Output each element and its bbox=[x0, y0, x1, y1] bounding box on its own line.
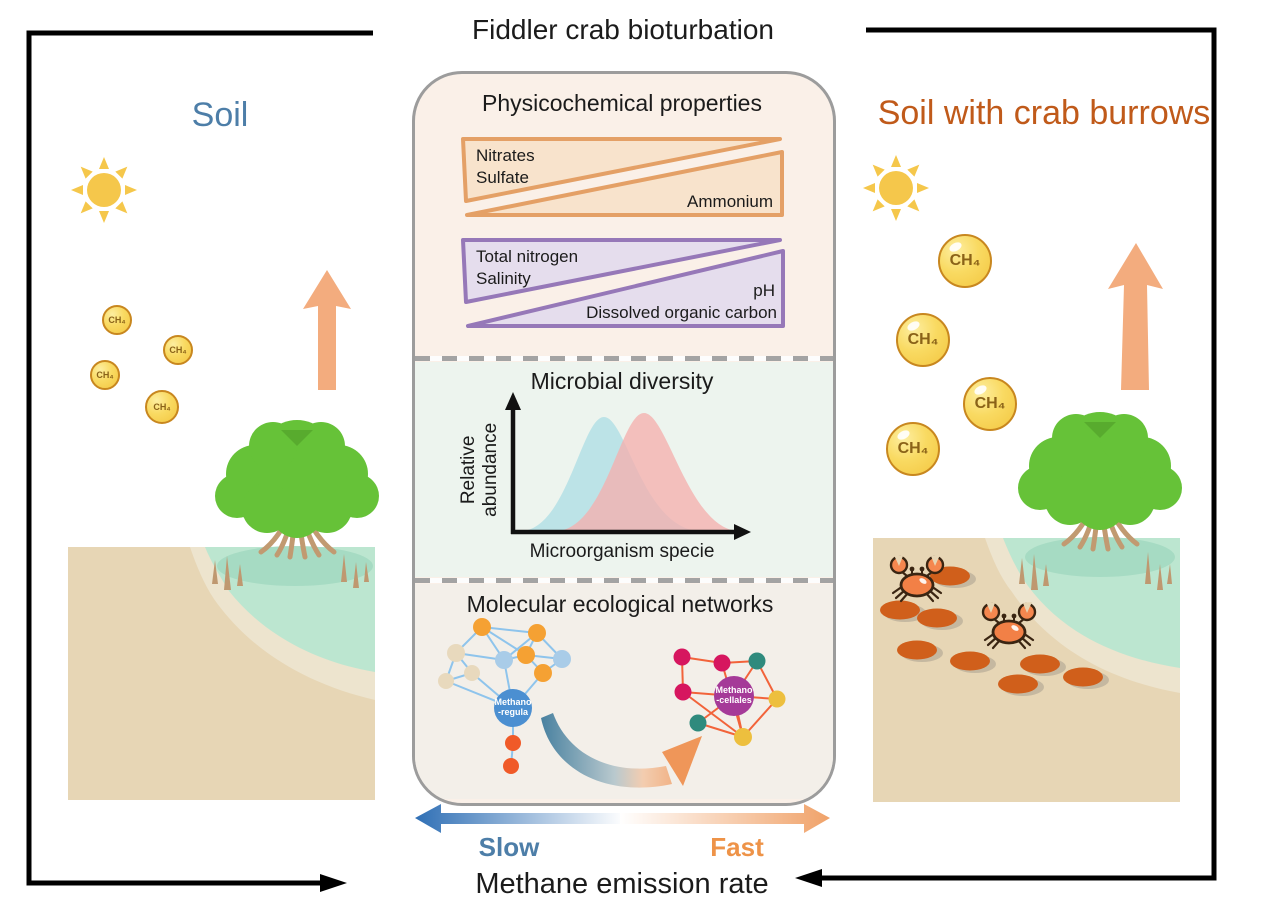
right-hub-line2: -cellales bbox=[716, 694, 752, 705]
fast-label: Fast bbox=[710, 832, 764, 862]
slow-arrow bbox=[415, 804, 624, 833]
ch4-bubble: CH₄ bbox=[145, 390, 179, 424]
ylabel-line2: abundance bbox=[480, 422, 501, 517]
emission-arrow-small bbox=[303, 270, 351, 390]
ylabel-line1: Relative bbox=[458, 435, 480, 505]
right-frame bbox=[795, 27, 1217, 887]
left-hub-line1: Methano bbox=[494, 697, 532, 707]
nitrates-label: Nitrates bbox=[476, 146, 535, 165]
sun-icon bbox=[71, 157, 137, 223]
water-shadow bbox=[217, 546, 373, 586]
purple-increasing-triangle bbox=[466, 249, 785, 328]
sun-icon bbox=[863, 155, 929, 221]
left-frame bbox=[26, 30, 373, 892]
soil-block-left bbox=[68, 546, 375, 800]
figure-title: Fiddler crab bioturbation bbox=[472, 14, 774, 45]
ch4-bubble: CH₄ bbox=[886, 422, 940, 476]
orange-decreasing-triangle bbox=[461, 137, 782, 203]
methane-emission-rate-label: Methane emission rate bbox=[475, 868, 769, 900]
ch4-bubble: CH₄ bbox=[90, 360, 120, 390]
emission-arrow-large bbox=[1108, 243, 1163, 390]
right-network-nodes bbox=[673, 648, 786, 746]
right-panel-title: Soil with crab burrows bbox=[877, 94, 1211, 132]
left-panel-title: Soil bbox=[191, 96, 249, 134]
ch4-bubble: CH₄ bbox=[163, 335, 193, 365]
rate-gradient-arrow bbox=[415, 804, 830, 833]
swoosh-arrowhead-icon bbox=[662, 736, 702, 786]
physicochemical-title: Physicochemical properties bbox=[482, 90, 762, 116]
pneumatophores-left bbox=[212, 554, 369, 590]
dissolved-organic-carbon-label: Dissolved organic carbon bbox=[586, 303, 777, 322]
dashed-separator bbox=[415, 578, 833, 583]
right-hub-line1: Methano bbox=[715, 685, 753, 695]
mangrove-tree-icon bbox=[1018, 412, 1182, 549]
orange-increasing-triangle bbox=[465, 150, 784, 217]
y-axis-arrowhead bbox=[505, 392, 521, 410]
fast-arrow bbox=[620, 804, 830, 833]
slow-label: Slow bbox=[478, 832, 540, 862]
methanocellales-hub-node bbox=[714, 676, 754, 716]
diversity-ylabel: Relative abundance bbox=[458, 385, 502, 555]
ch4-bubble: CH₄ bbox=[963, 377, 1017, 431]
ch4-bubble: CH₄ bbox=[896, 313, 950, 367]
total-nitrogen-label: Total nitrogen bbox=[476, 247, 579, 266]
ch4-bubble: CH₄ bbox=[938, 234, 992, 288]
pink-distribution bbox=[558, 413, 737, 531]
left-network-nodes bbox=[438, 618, 571, 774]
sulfate-label: Sulfate bbox=[476, 168, 529, 187]
ch4-bubble: CH₄ bbox=[102, 305, 132, 335]
salinity-label: Salinity bbox=[476, 269, 531, 288]
diversity-title: Microbial diversity bbox=[530, 368, 714, 394]
left-hub-label: Methano -regula bbox=[489, 697, 537, 718]
water-shadow bbox=[1025, 537, 1175, 577]
left-hub-line2: -regula bbox=[497, 706, 528, 717]
networks-title: Molecular ecological networks bbox=[466, 591, 774, 617]
pneumatophores-right bbox=[1019, 552, 1172, 590]
right-arrowhead-icon bbox=[320, 874, 347, 892]
purple-decreasing-triangle bbox=[461, 238, 782, 304]
left-arrowhead-icon bbox=[795, 869, 822, 887]
diversity-plot bbox=[505, 392, 751, 540]
dashed-separator bbox=[415, 356, 833, 361]
mangrove-tree-icon bbox=[215, 420, 379, 557]
ph-label: pH bbox=[753, 281, 775, 300]
x-axis-arrowhead bbox=[734, 524, 751, 540]
shift-swoosh-arrow bbox=[541, 713, 702, 788]
gradient-triangles bbox=[461, 137, 785, 328]
right-hub-label: Methano -cellales bbox=[709, 685, 759, 706]
ammonium-label: Ammonium bbox=[687, 192, 773, 211]
methanoregula-hub-node bbox=[494, 689, 532, 727]
diversity-xlabel: Microorganism specie bbox=[529, 541, 715, 562]
